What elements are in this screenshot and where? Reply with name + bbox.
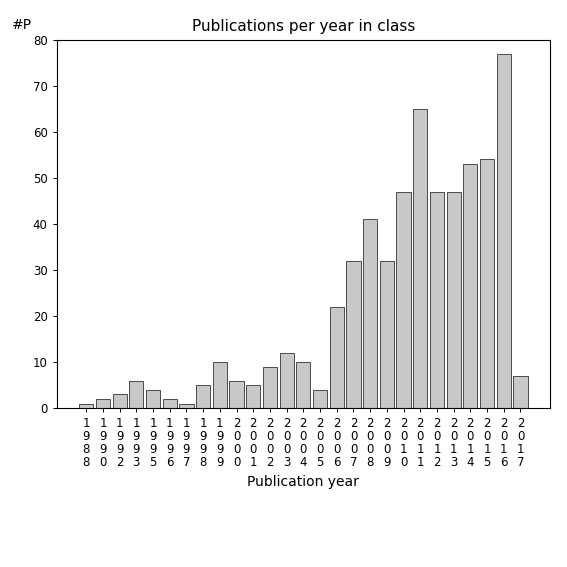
Bar [112, 395, 126, 408]
Bar [280, 353, 294, 408]
Bar [263, 367, 277, 408]
Bar [363, 219, 377, 408]
Bar [246, 385, 260, 408]
Bar [196, 385, 210, 408]
Bar [463, 164, 477, 408]
Bar [313, 390, 327, 408]
Bar [430, 192, 444, 408]
Title: Publications per year in class: Publications per year in class [192, 19, 415, 35]
Bar [296, 362, 311, 408]
Bar [413, 109, 428, 408]
Bar [480, 159, 494, 408]
Bar [513, 376, 527, 408]
Bar [230, 380, 244, 408]
Bar [146, 390, 160, 408]
Bar [396, 192, 411, 408]
Bar [96, 399, 110, 408]
Y-axis label: #P: #P [12, 18, 32, 32]
Bar [179, 404, 193, 408]
Bar [213, 362, 227, 408]
Bar [447, 192, 461, 408]
Bar [163, 399, 177, 408]
Bar [346, 261, 361, 408]
Bar [497, 53, 511, 408]
Bar [329, 307, 344, 408]
Bar [129, 380, 143, 408]
X-axis label: Publication year: Publication year [247, 475, 359, 489]
Bar [380, 261, 394, 408]
Bar [79, 404, 94, 408]
